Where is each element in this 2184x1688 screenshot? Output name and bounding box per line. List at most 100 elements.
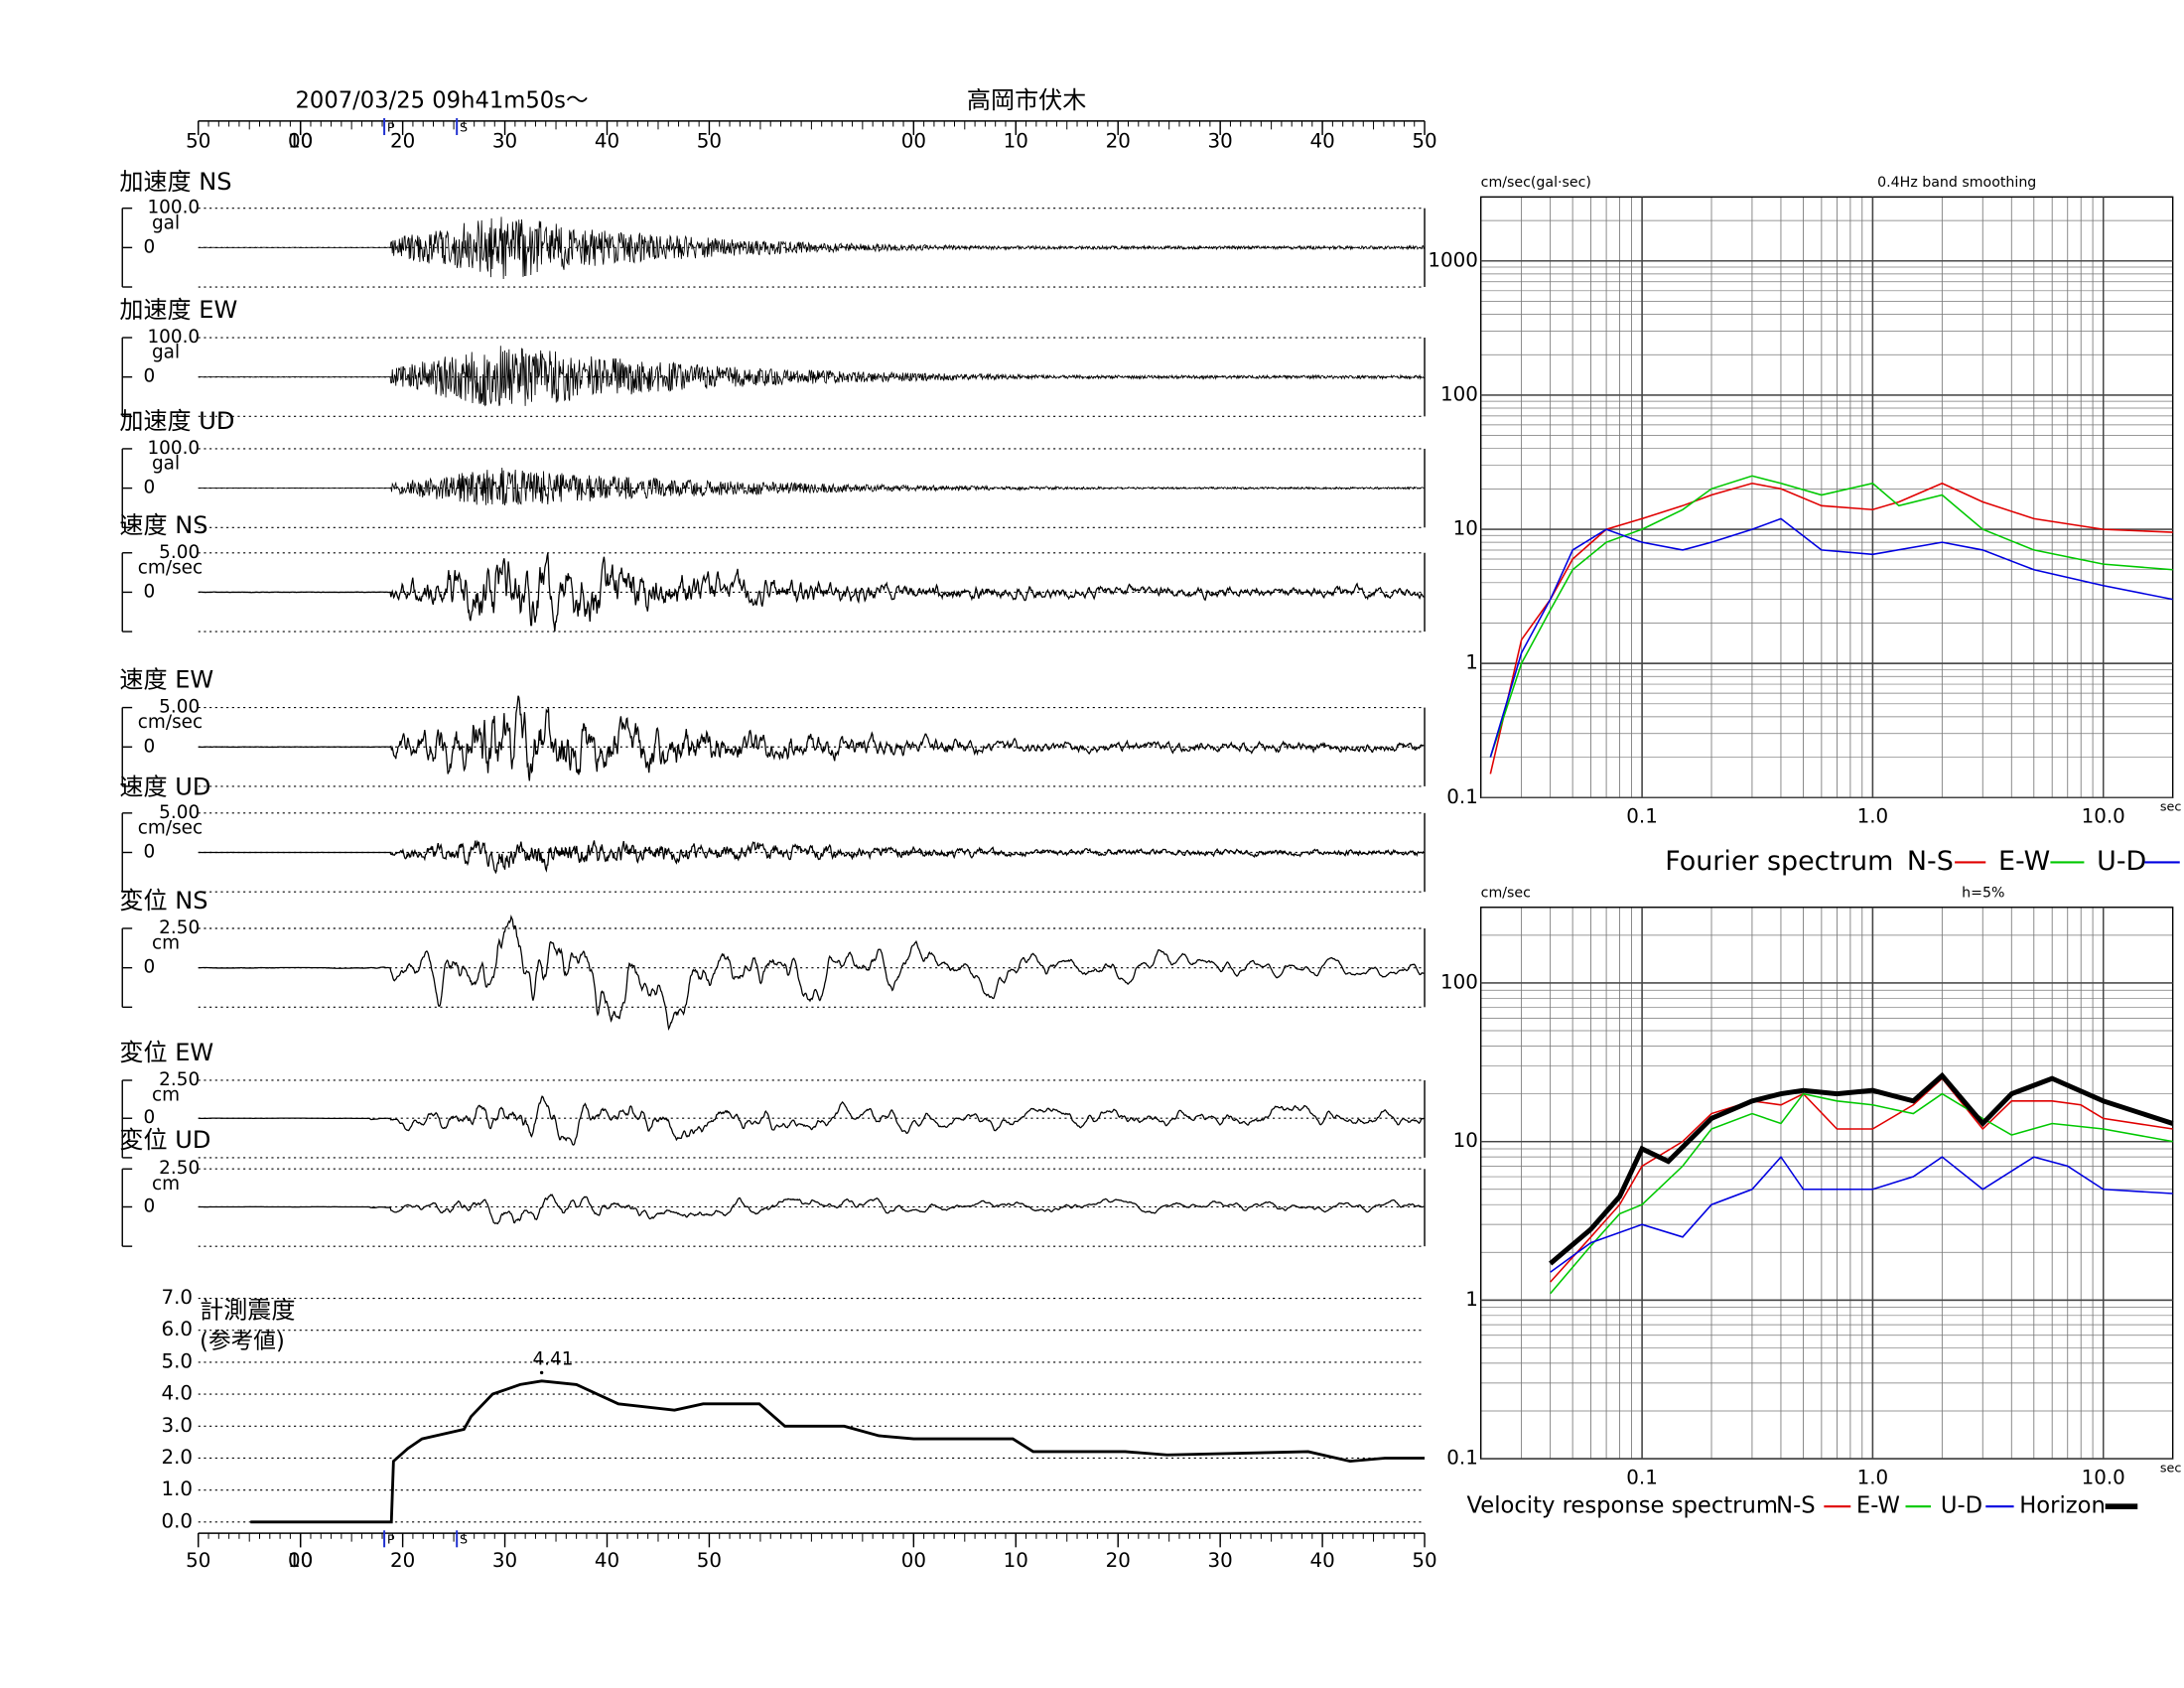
intensity-peak bbox=[539, 1370, 544, 1375]
spectrum-line bbox=[1550, 1077, 2173, 1283]
waveform bbox=[198, 468, 1425, 505]
plot-frame bbox=[1479, 196, 2174, 798]
trace-unit: cm/sec bbox=[138, 712, 203, 733]
waveform bbox=[198, 553, 1425, 633]
trace-label: 変位 NS bbox=[119, 887, 207, 914]
trace-label: 速度 UD bbox=[119, 773, 210, 800]
y-tick-label: 0.1 bbox=[1446, 1447, 1478, 1470]
trace-scale: 5.00 bbox=[159, 542, 200, 563]
trace-scale: 5.00 bbox=[159, 697, 200, 718]
trace-zero: 0 bbox=[143, 841, 155, 862]
note: 0.4Hz band smoothing bbox=[1877, 175, 2036, 191]
x-tick-label: 1.0 bbox=[1857, 1466, 1889, 1488]
y-tick-label: 0.1 bbox=[1446, 785, 1478, 808]
intensity-tick-label: 6.0 bbox=[162, 1318, 194, 1340]
intensity-curve bbox=[250, 1379, 1426, 1524]
y-tick-label: 100 bbox=[1440, 382, 1478, 405]
time-tick-label: 30 bbox=[492, 1549, 517, 1572]
time-tick-label: 00 bbox=[901, 130, 926, 153]
trace-zero: 0 bbox=[143, 366, 155, 387]
phase-label: P bbox=[387, 120, 395, 135]
spectrum-line bbox=[1489, 475, 2173, 758]
intensity-tick-label: 1.0 bbox=[162, 1477, 194, 1500]
waveform bbox=[198, 914, 1425, 1032]
legend-label: E-W bbox=[1856, 1493, 1900, 1519]
spectrum-line bbox=[1489, 482, 2173, 774]
legend-title: Fourier spectrum bbox=[1665, 846, 1893, 877]
intensity-tick-label: 3.0 bbox=[162, 1414, 194, 1437]
phase-label: S bbox=[460, 1533, 468, 1548]
trace-unit: cm bbox=[152, 1174, 180, 1195]
time-tick-label: 40 bbox=[595, 130, 619, 153]
intensity-tick-label: 4.0 bbox=[162, 1382, 194, 1405]
intensity-peak-label: 4.41 bbox=[532, 1349, 573, 1370]
x-axis-unit: sec bbox=[2160, 800, 2181, 815]
intensity-tick-label: 0.0 bbox=[162, 1509, 194, 1532]
trace-scale: 2.50 bbox=[159, 917, 200, 938]
x-tick-label: 1.0 bbox=[1857, 805, 1889, 828]
trace-label: 加速度 EW bbox=[119, 296, 237, 324]
time-tick-label: 50 bbox=[186, 1549, 210, 1572]
time-tick-label: 00 bbox=[288, 130, 313, 153]
spectrum-line bbox=[1550, 1092, 2173, 1295]
trace-unit: cm/sec bbox=[138, 557, 203, 578]
spectrum-line bbox=[1489, 517, 2173, 758]
y-tick-label: 10 bbox=[1453, 517, 1478, 540]
trace-unit: cm/sec bbox=[138, 817, 203, 838]
time-tick-label: 00 bbox=[288, 1549, 313, 1572]
trace-scale: 5.00 bbox=[159, 802, 200, 823]
time-tick-label: 00 bbox=[901, 1549, 926, 1572]
y-tick-label: 1000 bbox=[1428, 248, 1477, 271]
time-tick-label: 50 bbox=[697, 1549, 722, 1572]
time-tick-label: 30 bbox=[492, 130, 517, 153]
spectrum-line bbox=[1550, 1155, 2173, 1273]
trace-scale: 2.50 bbox=[159, 1158, 200, 1179]
trace-zero: 0 bbox=[143, 581, 155, 602]
trace-unit: gal bbox=[152, 212, 180, 233]
x-tick-label: 10.0 bbox=[2082, 805, 2125, 828]
time-tick-label: 20 bbox=[1106, 130, 1131, 153]
time-tick-label: 30 bbox=[1208, 1549, 1233, 1572]
time-tick-label: 20 bbox=[390, 130, 415, 153]
trace-label: 加速度 UD bbox=[119, 407, 234, 435]
time-tick-label: 40 bbox=[1309, 1549, 1334, 1572]
trace-scale: 100.0 bbox=[147, 327, 200, 348]
trace-label: 変位 EW bbox=[119, 1039, 213, 1066]
waveform bbox=[198, 839, 1425, 875]
legend-title: Velocity response spectrum bbox=[1467, 1493, 1778, 1519]
time-tick-label: 30 bbox=[1208, 130, 1233, 153]
legend-label: E-W bbox=[1998, 846, 2050, 877]
time-tick-label: 40 bbox=[595, 1549, 619, 1572]
y-tick-label: 1 bbox=[1465, 1288, 1478, 1311]
waveform bbox=[198, 695, 1425, 781]
legend-label: N-S bbox=[1776, 1493, 1816, 1519]
y-tick-label: 1 bbox=[1465, 651, 1478, 674]
trace-label: 速度 EW bbox=[119, 666, 213, 694]
waveform bbox=[198, 346, 1425, 407]
time-tick-label: 10 bbox=[288, 130, 313, 153]
trace-unit: cm bbox=[152, 1085, 180, 1106]
trace-unit: gal bbox=[152, 343, 180, 363]
time-tick-label: 10 bbox=[1004, 1549, 1028, 1572]
x-axis-unit: sec bbox=[2160, 1461, 2181, 1476]
y-tick-label: 100 bbox=[1440, 970, 1478, 993]
trace-label: 変位 UD bbox=[119, 1126, 210, 1154]
waveform bbox=[198, 1194, 1425, 1225]
phase-label: P bbox=[387, 1533, 395, 1548]
spectrum-line bbox=[1549, 1071, 2174, 1266]
trace-zero: 0 bbox=[143, 957, 155, 978]
unit-label: cm/sec bbox=[1481, 886, 1531, 902]
x-tick-label: 0.1 bbox=[1626, 1466, 1658, 1488]
waveform bbox=[198, 216, 1425, 279]
trace-label: 速度 NS bbox=[119, 511, 207, 539]
time-tick-label: 20 bbox=[1106, 1549, 1131, 1572]
phase-label: S bbox=[460, 120, 468, 135]
trace-zero: 0 bbox=[143, 1196, 155, 1216]
trace-unit: cm bbox=[152, 933, 180, 954]
intensity-title: 計測震度 bbox=[200, 1296, 295, 1324]
trace-zero: 0 bbox=[143, 1107, 155, 1128]
intensity-tick-label: 5.0 bbox=[162, 1349, 194, 1372]
trace-scale: 100.0 bbox=[147, 438, 200, 459]
trace-zero: 0 bbox=[143, 236, 155, 257]
